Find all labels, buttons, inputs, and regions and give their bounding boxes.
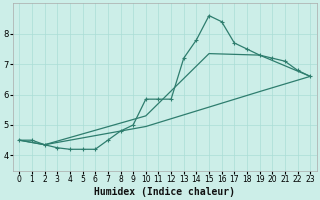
X-axis label: Humidex (Indice chaleur): Humidex (Indice chaleur) (94, 186, 235, 197)
